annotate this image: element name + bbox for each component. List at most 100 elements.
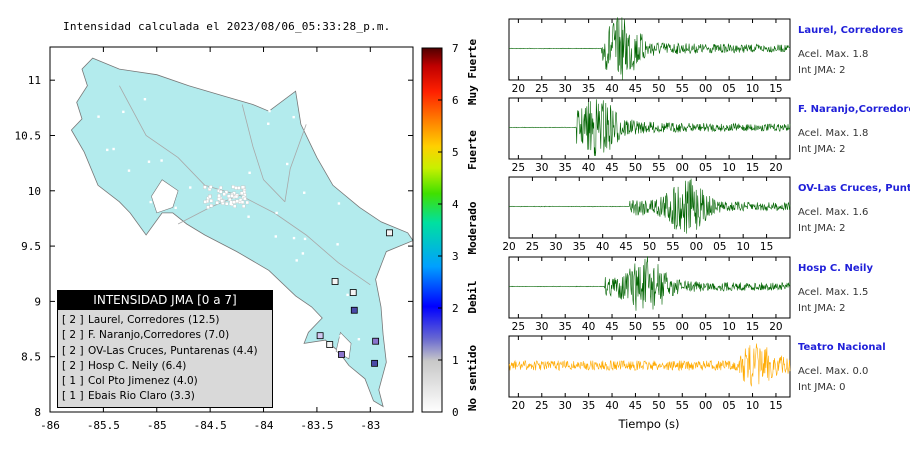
city-marker [112, 147, 115, 151]
waveform-panel: 25 30 35 40 45 50 55 00 05 10 15 20 [508, 256, 791, 333]
province-border [241, 104, 286, 203]
city-marker [208, 194, 212, 199]
waveform-tick-label: 25 [535, 400, 548, 412]
colorbar-tick-label: 2 [452, 302, 459, 315]
city-marker [237, 186, 241, 190]
colorbar-tick-label: 0 [452, 406, 459, 419]
legend-item-intensity: [ 1 ] [62, 390, 84, 403]
legend-item-label: Hosp C. Neily (6.4) [88, 359, 187, 372]
city-marker [243, 196, 247, 201]
city-marker [292, 115, 295, 119]
station-name: Laurel, Corredores [798, 25, 904, 36]
city-marker [206, 205, 210, 209]
city-marker [303, 237, 307, 241]
city-marker [227, 194, 231, 198]
station-max-accel: Acel. Max. 1.8 [798, 128, 869, 139]
station-max-accel: Acel. Max. 0.0 [798, 366, 869, 377]
city-marker [225, 202, 229, 206]
waveform-tick-label: 30 [559, 400, 572, 412]
map-title: Intensidad calculada el 2023/08/06_05:33… [63, 20, 391, 33]
city-marker [165, 287, 168, 291]
waveform-tick-label: 30 [549, 241, 562, 253]
city-marker [203, 200, 207, 204]
waveform-tick-label: 20 [502, 241, 515, 253]
legend-item-intensity: [ 2 ] [62, 359, 84, 372]
city-marker [268, 109, 271, 113]
waveform-tick-label: 25 [535, 83, 548, 95]
province-border [284, 124, 307, 202]
waveform-trace [508, 99, 791, 157]
legend-item-intensity: [ 2 ] [62, 329, 84, 342]
city-marker [295, 259, 298, 262]
city-marker [219, 190, 223, 194]
city-marker [337, 202, 341, 205]
x-tick-label: -84 [254, 419, 274, 432]
waveform-frame [508, 256, 791, 319]
city-marker [344, 171, 347, 174]
city-marker [357, 338, 361, 341]
waveform-tick-label: 55 [676, 400, 689, 412]
waveform-tick-label: 00 [690, 241, 703, 253]
city-marker [319, 111, 323, 114]
province-border [119, 85, 206, 186]
waveform-tick-label: 10 [736, 241, 749, 253]
y-tick-label: 10 [28, 185, 41, 198]
city-marker [156, 241, 160, 244]
waveform-tick-label: 05 [722, 83, 735, 95]
city-marker [189, 186, 192, 189]
city-marker [336, 125, 340, 128]
city-marker [365, 91, 368, 94]
city-marker [122, 110, 125, 114]
city-marker [174, 206, 177, 210]
city-marker [245, 200, 250, 205]
city-marker [209, 185, 213, 189]
city-marker [230, 194, 234, 198]
waveform-tick-label: 35 [559, 321, 572, 333]
legend-item: [ 1 ] Col Pto Jimenez (4.0) [62, 374, 272, 389]
station-max-accel: Acel. Max. 1.6 [798, 207, 869, 218]
colorbar: 0 1 2 3 4 5 6 7 No sentido Debil Moderado Fuerte Muy… [421, 39, 479, 419]
city-marker [143, 97, 147, 101]
waveform-tick-label: 25 [512, 321, 525, 333]
colorbar-tick-label: 4 [452, 198, 459, 211]
colorbar-category-label: Muy Fuerte [466, 39, 479, 106]
station-name: Hosp C. Neily [798, 263, 873, 274]
city-marker [267, 122, 270, 125]
city-marker [149, 200, 152, 204]
waveform-frame [508, 335, 791, 398]
waveform-tick-label: 15 [769, 400, 782, 412]
city-marker [286, 162, 289, 166]
city-marker [147, 160, 151, 163]
station-marker [372, 337, 380, 345]
waveform-trace [508, 343, 791, 387]
colorbar-tick-label: 3 [452, 250, 459, 263]
y-tick-label: 9.5 [21, 240, 41, 253]
city-marker [127, 169, 131, 172]
city-marker [231, 185, 235, 189]
waveform-tick-label: 40 [596, 241, 609, 253]
colorbar-tick-label: 7 [452, 42, 459, 55]
y-tick-label: 8 [34, 406, 41, 419]
city-marker [299, 337, 303, 341]
waveform-tick-label: 50 [629, 321, 642, 333]
city-marker [232, 204, 237, 208]
colorbar-gradient [421, 47, 443, 413]
y-tick-label: 11 [28, 74, 41, 87]
city-marker [275, 211, 278, 215]
city-marker [303, 191, 306, 194]
waveform-panel: 20 25 30 35 40 45 50 55 00 05 10 15 [508, 17, 791, 95]
city-marker [235, 199, 239, 203]
station-name: OV-Las Cruces, Puntar [798, 183, 910, 194]
waveform-tick-label: 50 [652, 400, 665, 412]
waveform-tick-label: 40 [582, 321, 595, 333]
waveform-tick-label: 30 [535, 321, 548, 333]
waveform-tick-label: 10 [722, 321, 735, 333]
waveform-tick-label: 15 [746, 321, 759, 333]
waveform-tick-label: 50 [629, 162, 642, 174]
city-marker [206, 196, 210, 201]
waveform-tick-label: 00 [676, 162, 689, 174]
station-jma-intensity: Int JMA: 2 [798, 303, 846, 314]
waveform-tick-label: 45 [619, 241, 632, 253]
city-marker [367, 101, 370, 105]
waveform-x-axis-label: Tiempo (s) [617, 417, 679, 431]
